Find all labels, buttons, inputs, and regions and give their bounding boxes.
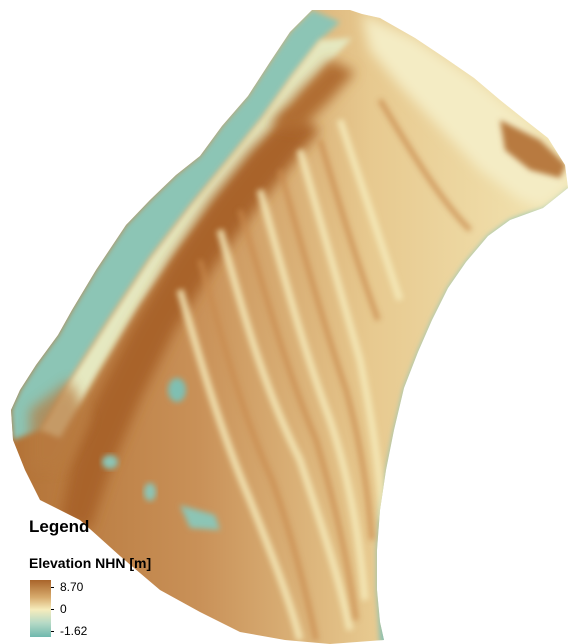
legend-subtitle: Elevation NHN [m] (29, 555, 152, 571)
elevation-color-ramp (30, 580, 51, 637)
legend-tick-max (51, 587, 54, 588)
legend-mid-label: 0 (60, 602, 67, 616)
legend-tick-min (51, 631, 54, 632)
map-legend: Legend Elevation NHN [m] 8.70 0 -1.62 (29, 517, 249, 641)
legend-tick-mid (51, 609, 54, 610)
legend-max-label: 8.70 (60, 580, 84, 594)
legend-title: Legend (29, 517, 90, 536)
legend-min-label: -1.62 (60, 624, 88, 638)
